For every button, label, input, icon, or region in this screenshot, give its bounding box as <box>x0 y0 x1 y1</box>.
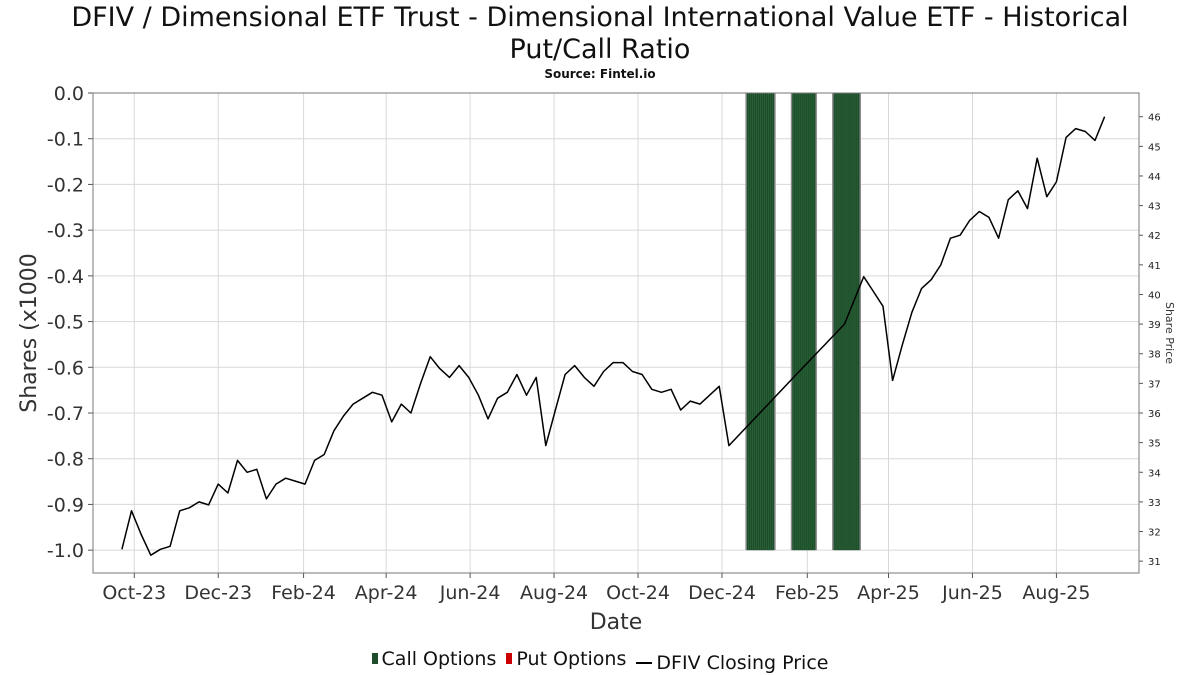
y2-tick-label: 43 <box>1148 202 1161 213</box>
y-tick-label: -0.8 <box>47 449 84 471</box>
y-axis-label: Shares (x1000 <box>17 253 42 413</box>
y-tick-label: -0.7 <box>47 403 84 425</box>
chart-title-line-2: Put/Call Ratio <box>509 34 691 65</box>
x-axis-label: Date <box>590 610 643 635</box>
chart-title-line-1: DFIV / Dimensional ETF Trust - Dimension… <box>71 2 1129 33</box>
call-bar <box>745 93 776 551</box>
y2-tick-label: 41 <box>1148 261 1161 272</box>
x-tick-label: Jun-25 <box>941 582 1003 604</box>
y-tick-label: 0.0 <box>54 83 84 105</box>
y2-tick-label: 36 <box>1148 409 1161 420</box>
x-tick-label: Dec-23 <box>184 582 252 604</box>
legend-label-call: Call Options <box>381 647 497 670</box>
legend: Call Options Put Options DFIV Closing Pr… <box>0 647 1200 674</box>
y2-tick-label: 35 <box>1148 439 1161 450</box>
y2-tick-label: 34 <box>1148 468 1161 479</box>
plot-area <box>93 93 1139 573</box>
y2-tick-label: 40 <box>1148 290 1161 301</box>
y-tick-label: -0.2 <box>47 174 84 196</box>
y2-tick-label: 37 <box>1148 379 1161 390</box>
y2-tick-label: 42 <box>1148 231 1161 242</box>
x-tick-label: Apr-24 <box>355 582 418 604</box>
y2-tick-label: 31 <box>1148 557 1161 568</box>
put-swatch-icon <box>506 653 513 664</box>
call-bar-fill <box>833 93 860 551</box>
x-tick-label: Aug-25 <box>1022 582 1090 604</box>
legend-item-put: Put Options <box>506 648 626 670</box>
x-tick-label: Dec-24 <box>688 582 756 604</box>
call-bar <box>832 93 861 551</box>
y2-tick-label: 45 <box>1148 142 1161 153</box>
axes: Oct-23 Dec-23 Feb-24 Apr-24 Jun-24 Aug-24 Oct-… <box>47 83 1161 604</box>
x-tick-label: Apr-25 <box>857 582 920 604</box>
chart-subtitle: Source: Fintel.io <box>544 67 656 81</box>
x-tick-label: Oct-24 <box>606 582 670 604</box>
y-tick-label: -0.3 <box>47 220 84 242</box>
call-option-bars <box>745 93 861 551</box>
price-line-layer <box>121 116 1106 556</box>
x-tick-label: Jun-24 <box>439 582 501 604</box>
y-tick-label: -0.4 <box>47 266 84 288</box>
y2-axis-label: Share Price <box>1163 302 1176 364</box>
y-tick-label: -0.6 <box>47 357 84 379</box>
y2-tick-label: 33 <box>1148 498 1161 509</box>
y-tick-label: -0.1 <box>47 129 84 151</box>
legend-item-price: DFIV Closing Price <box>636 652 828 674</box>
legend-item-call: Call Options <box>371 647 497 670</box>
y2-tick-label: 32 <box>1148 528 1161 539</box>
price-line <box>121 116 1106 556</box>
x-tick-label: Feb-24 <box>271 582 336 604</box>
price-line-swatch-icon <box>636 662 653 664</box>
legend-label-price: DFIV Closing Price <box>656 652 829 674</box>
y2-tick-label: 46 <box>1148 113 1161 124</box>
plot-frame <box>92 92 1140 574</box>
call-bar <box>790 93 817 551</box>
x-tick-label: Feb-25 <box>775 582 840 604</box>
x-tick-label: Aug-24 <box>520 582 588 604</box>
y2-tick-label: 39 <box>1148 320 1161 331</box>
legend-label-put: Put Options <box>516 647 627 670</box>
x-tick-label: Oct-23 <box>102 582 166 604</box>
y2-tick-label: 38 <box>1148 350 1161 361</box>
grid <box>93 92 1139 573</box>
y-tick-label: -1.0 <box>47 540 84 562</box>
y-tick-label: -0.9 <box>47 494 84 516</box>
call-swatch-icon <box>371 653 378 664</box>
y2-tick-label: 44 <box>1148 172 1161 183</box>
y-tick-label: -0.5 <box>47 312 84 334</box>
